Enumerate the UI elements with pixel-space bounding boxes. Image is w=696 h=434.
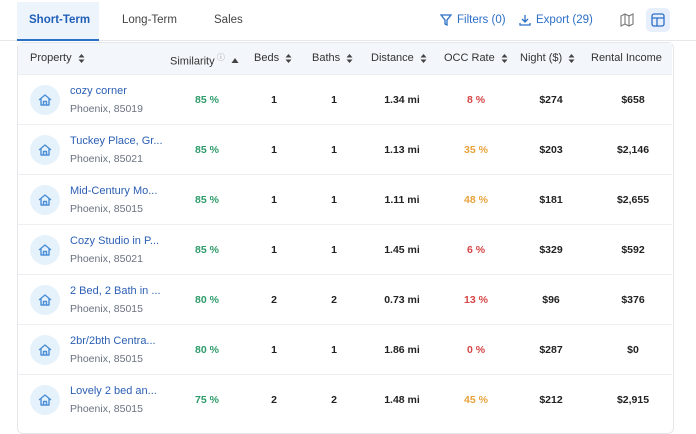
property-location: Phoenix, 85019	[70, 103, 143, 115]
beds-cell: 1	[271, 244, 277, 256]
table-row[interactable]: Lovely 2 bed an... Phoenix, 85015 75 % 2 2 1.…	[18, 374, 672, 425]
property-name[interactable]: 2 Bed, 2 Bath in ...	[70, 285, 161, 297]
filter-icon	[440, 14, 452, 26]
export-button[interactable]: Export (29)	[536, 14, 593, 26]
night-cell: $329	[539, 244, 563, 256]
similarity-cell: 85 %	[195, 94, 219, 106]
similarity-cell: 85 %	[195, 244, 219, 256]
beds-cell: 1	[271, 144, 277, 156]
beds-cell: 1	[271, 344, 277, 356]
property-icon	[30, 185, 60, 215]
tab[interactable]: Short-Term	[29, 14, 91, 26]
column-header[interactable]: Night ($)	[520, 52, 575, 64]
column-header[interactable]: Property	[30, 52, 85, 64]
property-name[interactable]: Mid-Century Mo...	[70, 185, 158, 197]
income-cell: $658	[621, 94, 645, 106]
table-row[interactable]: Tuckey Place, Gr... Phoenix, 85021 85 % 1 1 1…	[18, 124, 672, 175]
property-location: Phoenix, 85021	[70, 153, 143, 165]
beds-cell: 1	[271, 94, 277, 106]
beds-cell: 2	[271, 294, 277, 306]
tab-bar	[0, 0, 696, 41]
baths-cell: 1	[331, 94, 337, 106]
property-icon	[30, 385, 60, 415]
night-cell: $181	[539, 194, 563, 206]
night-cell: $203	[539, 144, 563, 156]
property-icon	[30, 135, 60, 165]
column-header[interactable]: OCC Rate	[444, 52, 508, 64]
distance-cell: 1.34 mi	[384, 94, 420, 106]
column-header[interactable]: Distance	[371, 52, 427, 64]
table-view-bg[interactable]	[646, 8, 670, 32]
table-row[interactable]: Mid-Century Mo... Phoenix, 85015 85 % 1 1 1.1…	[18, 174, 672, 225]
income-cell: $2,146	[616, 144, 650, 156]
property-location: Phoenix, 85021	[70, 253, 143, 265]
baths-cell: 1	[331, 244, 337, 256]
table-header	[18, 43, 672, 74]
table-row[interactable]: 2br/2bth Centra... Phoenix, 85015 80 % 1 1 1.…	[18, 324, 672, 375]
distance-cell: 1.86 mi	[384, 344, 420, 356]
night-cell: $274	[539, 94, 563, 106]
column-header[interactable]: Beds	[254, 52, 292, 64]
distance-cell: 1.48 mi	[384, 394, 420, 406]
property-icon	[30, 335, 60, 365]
property-name[interactable]: Tuckey Place, Gr...	[70, 135, 163, 147]
property-name[interactable]: Lovely 2 bed an...	[70, 385, 157, 397]
property-location: Phoenix, 85015	[70, 353, 143, 365]
property-icon	[30, 235, 60, 265]
similarity-cell: 80 %	[195, 294, 219, 306]
similarity-cell: 75 %	[195, 394, 219, 406]
property-name[interactable]: cozy corner	[70, 85, 127, 97]
map-icon[interactable]	[620, 13, 634, 27]
table-row[interactable]: Cozy Studio in P... Phoenix, 85021 85 % 1 1 1…	[18, 224, 672, 275]
table-row[interactable]: 2 Bed, 2 Bath in ... Phoenix, 85015 80 % 2 2…	[18, 274, 672, 325]
tab[interactable]: Sales	[214, 14, 243, 26]
income-cell: $0	[627, 344, 639, 356]
similarity-cell: 85 %	[195, 194, 219, 206]
active-tab-bg	[17, 2, 99, 41]
beds-cell: 2	[271, 394, 277, 406]
table-row[interactable]: cozy corner Phoenix, 85019 85 % 1 1 1.34 mi 8 …	[18, 74, 672, 125]
occ-cell: 48 %	[464, 194, 488, 206]
income-cell: $2,915	[616, 394, 650, 406]
distance-cell: 1.11 mi	[384, 194, 420, 206]
occ-cell: 45 %	[464, 394, 488, 406]
similarity-cell: 80 %	[195, 344, 219, 356]
column-header[interactable]: Rental Income	[591, 52, 662, 64]
distance-cell: 1.13 mi	[384, 144, 420, 156]
occ-cell: 6 %	[466, 244, 486, 256]
baths-cell: 1	[331, 194, 337, 206]
similarity-cell: 85 %	[195, 144, 219, 156]
night-cell: $287	[539, 344, 563, 356]
baths-cell: 1	[331, 144, 337, 156]
export-icon	[519, 15, 531, 26]
baths-cell: 2	[331, 294, 337, 306]
occ-cell: 35 %	[464, 144, 488, 156]
night-cell: $96	[542, 294, 560, 306]
income-cell: $592	[621, 244, 645, 256]
occ-cell: 0 %	[466, 344, 486, 356]
property-icon	[30, 85, 60, 115]
income-cell: $2,655	[616, 194, 650, 206]
income-cell: $376	[621, 294, 645, 306]
property-name[interactable]: 2br/2bth Centra...	[70, 335, 156, 347]
baths-cell: 1	[331, 344, 337, 356]
property-name[interactable]: Cozy Studio in P...	[70, 235, 160, 247]
property-location: Phoenix, 85015	[70, 303, 143, 315]
property-location: Phoenix, 85015	[70, 203, 143, 215]
baths-cell: 2	[331, 394, 337, 406]
distance-cell: 0.73 mi	[384, 294, 420, 306]
occ-cell: 13 %	[464, 294, 488, 306]
column-header[interactable]: Baths	[312, 52, 353, 64]
distance-cell: 1.45 mi	[384, 244, 420, 256]
table-icon	[651, 13, 665, 27]
night-cell: $212	[539, 394, 563, 406]
property-location: Phoenix, 85015	[70, 403, 143, 415]
property-icon	[30, 285, 60, 315]
tab[interactable]: Long-Term	[122, 14, 177, 26]
filters-button[interactable]: Filters (0)	[457, 14, 506, 26]
occ-cell: 8 %	[466, 94, 486, 106]
beds-cell: 1	[271, 194, 277, 206]
column-header[interactable]: Similarity ⓘ	[170, 52, 239, 68]
